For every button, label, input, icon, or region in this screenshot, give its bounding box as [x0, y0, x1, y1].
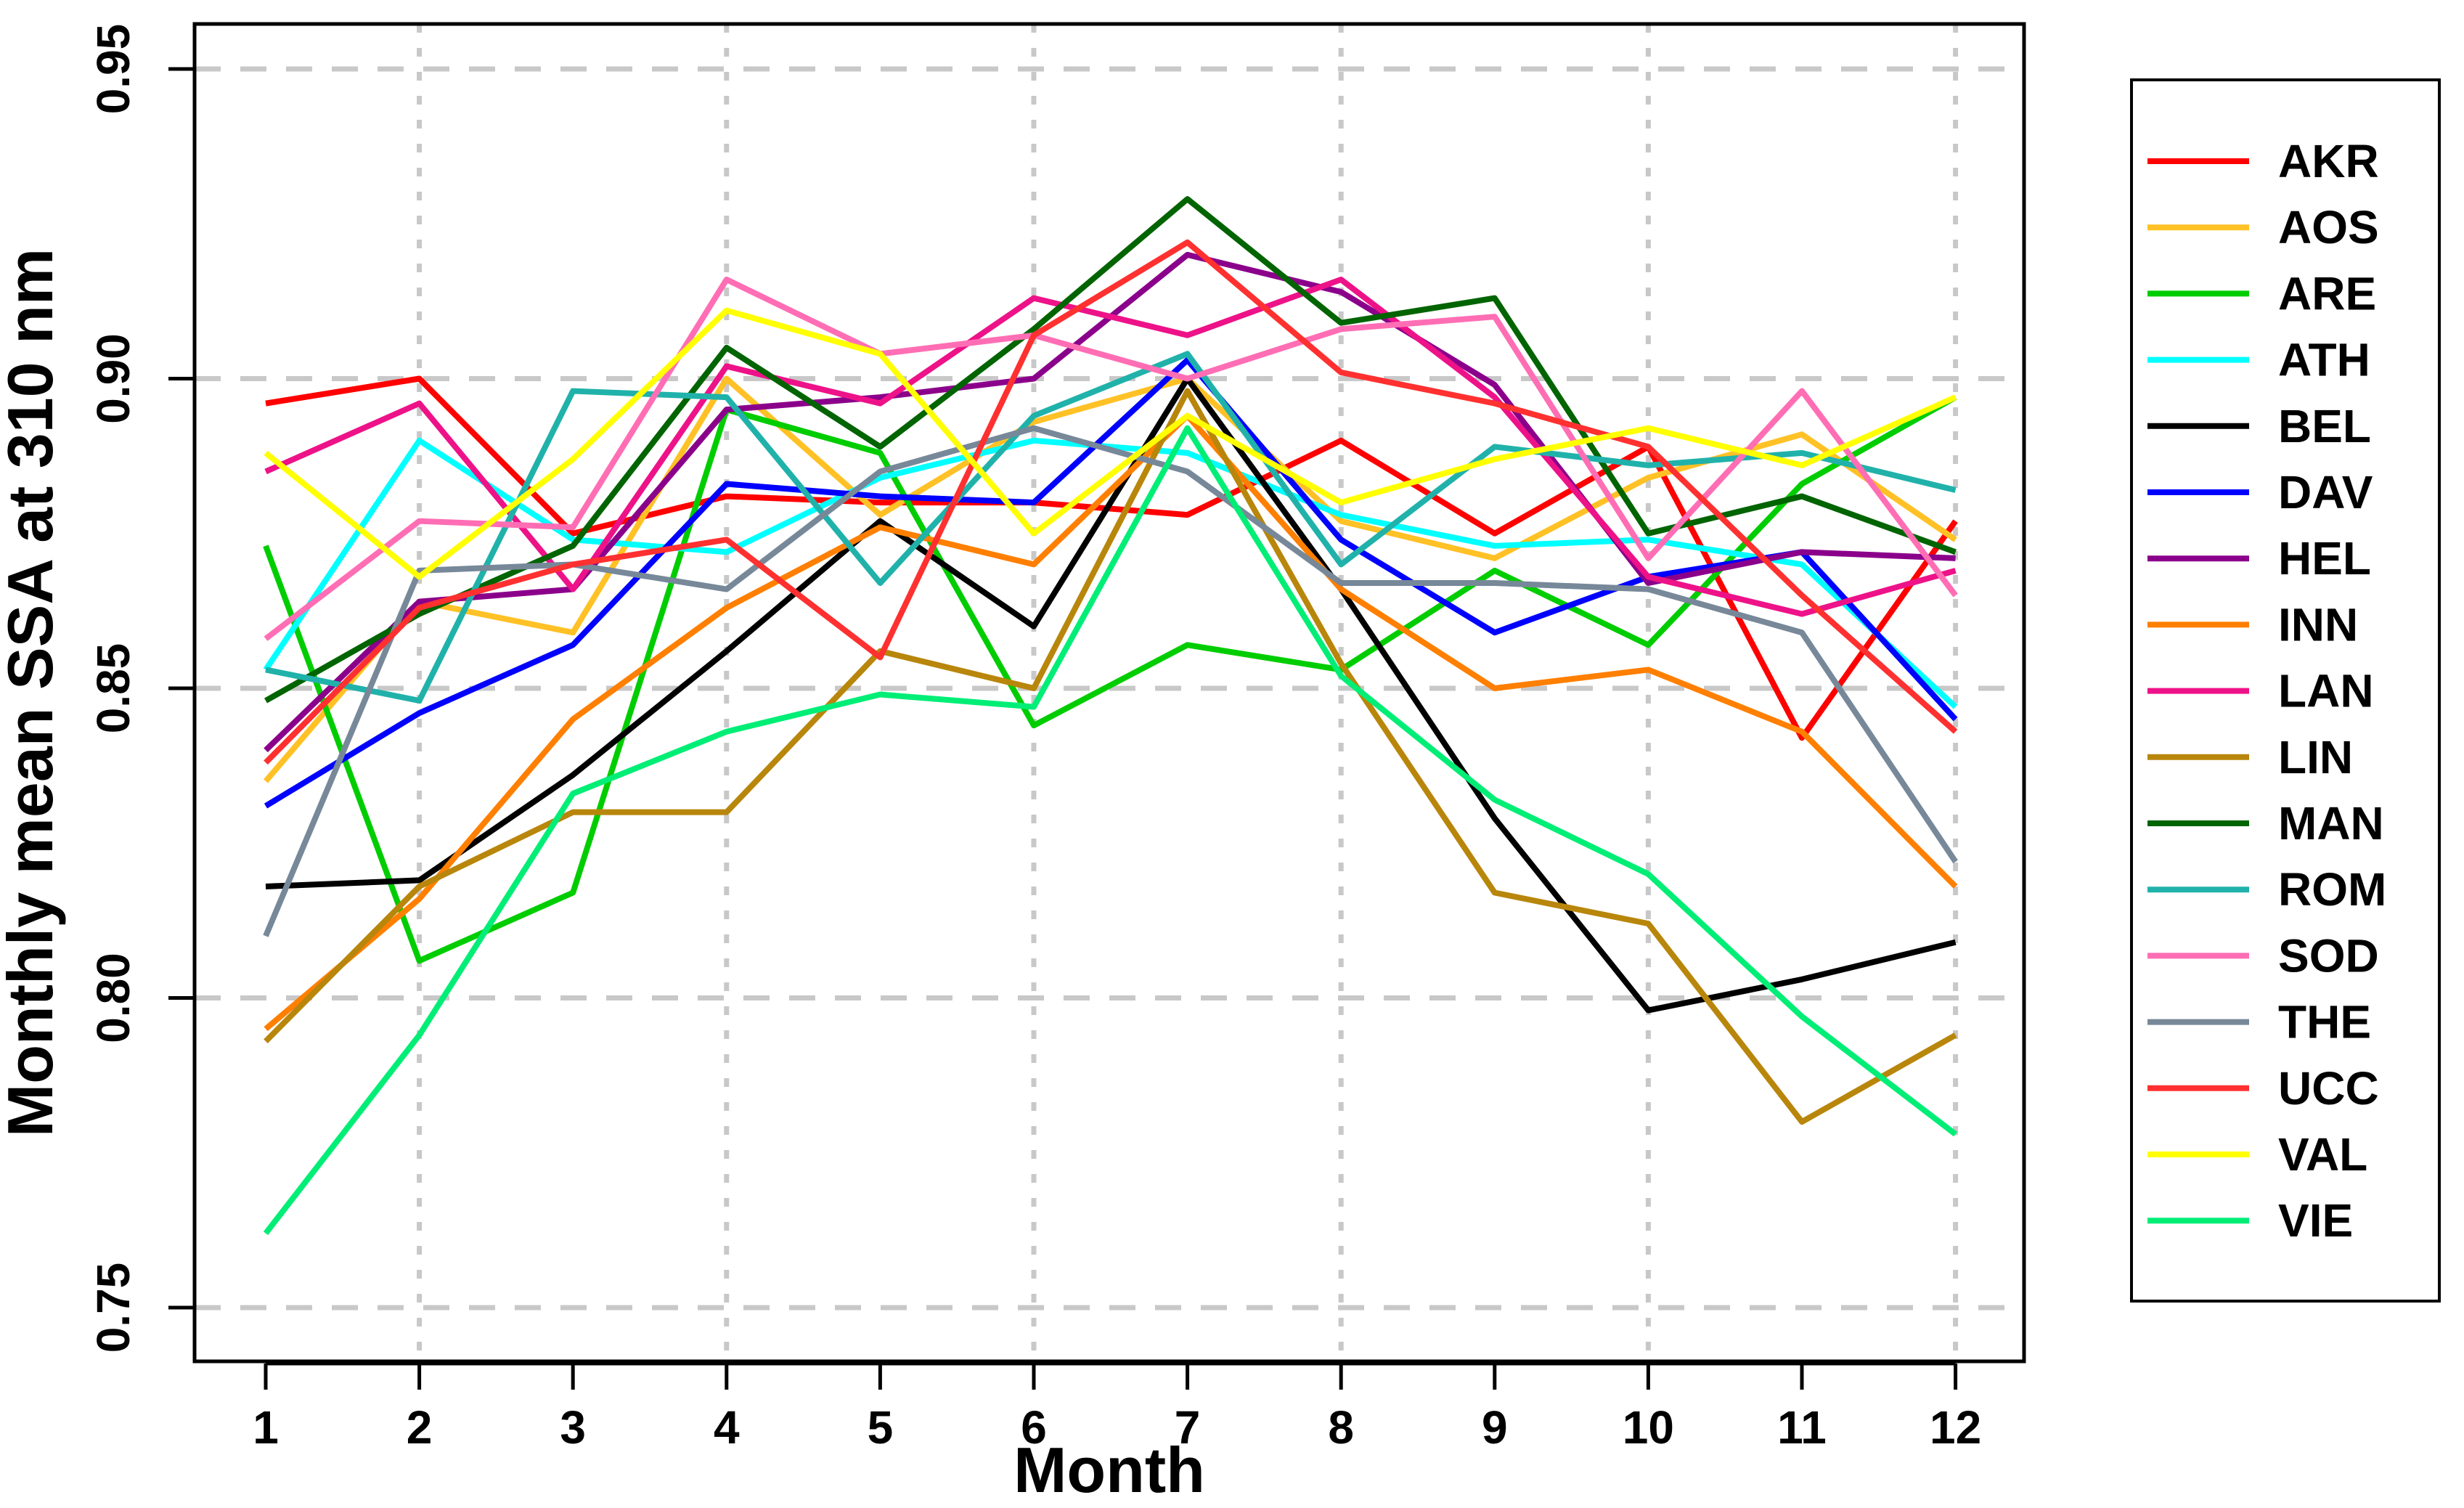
y-axis-title: Monthly mean SSA at 310 nm	[0, 248, 66, 1137]
legend-item-VIE: VIE	[2147, 1194, 2353, 1247]
legend-item-HEL: HEL	[2147, 532, 2371, 584]
x-tick-label-month-5: 5	[868, 1401, 894, 1454]
legend-label-MAN: MAN	[2278, 797, 2384, 849]
legend-item-ATH: ATH	[2147, 334, 2370, 386]
legend-item-ARE: ARE	[2147, 267, 2376, 319]
series-line-LIN	[264, 388, 1957, 1125]
legend-label-HEL: HEL	[2278, 532, 2371, 584]
x-tick-label-month-12: 12	[1930, 1401, 1981, 1454]
legend-label-LAN: LAN	[2278, 665, 2374, 717]
legend-item-LAN: LAN	[2147, 665, 2374, 717]
series-line-SOD	[264, 277, 1958, 641]
legend-item-AKR: AKR	[2147, 135, 2379, 187]
legend-item-ROM: ROM	[2147, 863, 2386, 916]
legend-item-AOS: AOS	[2147, 201, 2379, 253]
legend-label-INN: INN	[2278, 598, 2358, 651]
x-tick-label-month-8: 8	[1328, 1401, 1354, 1454]
legend-label-LIN: LIN	[2278, 731, 2353, 783]
legend-label-AKR: AKR	[2278, 135, 2379, 187]
series-line-VAL	[264, 307, 1957, 580]
gridlines-vertical	[417, 24, 1959, 1361]
series-line-ROM	[265, 351, 1957, 704]
series-line-ATH	[263, 437, 1958, 709]
plot-border	[192, 22, 2026, 1364]
legend-item-SOD: SOD	[2147, 929, 2379, 982]
series-line-AKR	[265, 375, 1958, 741]
legend-label-THE: THE	[2278, 996, 2371, 1048]
legend-label-AOS: AOS	[2278, 201, 2379, 253]
y-tick-label-0.90: 0.90	[87, 333, 139, 424]
legend-label-VAL: VAL	[2278, 1128, 2367, 1181]
x-tick-label-month-11: 11	[1777, 1401, 1827, 1454]
y-tick-label-0.95: 0.95	[87, 24, 139, 115]
x-tick-label-month-10: 10	[1623, 1401, 1674, 1454]
y-tick-label-0.85: 0.85	[87, 643, 139, 734]
x-tick-label-month-4: 4	[714, 1401, 740, 1454]
legend: AKR AOS ARE ATH BEL DAV HEL INN LAN LIN MAN ROM SOD T…	[2130, 78, 2441, 1303]
x-axis-title: Month	[1013, 1434, 1205, 1506]
legend-item-UCC: UCC	[2147, 1062, 2379, 1114]
legend-label-VIE: VIE	[2278, 1194, 2353, 1247]
x-tick-label-month-2: 2	[407, 1401, 433, 1454]
x-tick-label-month-6: 6	[1021, 1401, 1047, 1454]
legend-item-VAL: VAL	[2147, 1128, 2367, 1181]
series-lines	[263, 196, 1958, 1236]
x-tick-label-month-3: 3	[560, 1401, 586, 1454]
legend-label-DAV: DAV	[2278, 466, 2373, 518]
y-tick-label-0.80: 0.80	[87, 953, 139, 1043]
legend-item-DAV: DAV	[2147, 466, 2373, 518]
legend-item-BEL: BEL	[2147, 400, 2371, 452]
x-tick-label-month-1: 1	[253, 1401, 279, 1454]
legend-label-ARE: ARE	[2278, 267, 2376, 319]
legend-label-ROM: ROM	[2278, 863, 2386, 916]
legend-item-THE: THE	[2147, 996, 2371, 1048]
legend-label-UCC: UCC	[2278, 1062, 2379, 1114]
series-line-DAV	[264, 356, 1958, 809]
legend-item-MAN: MAN	[2147, 797, 2384, 849]
x-tick-label-month-7: 7	[1175, 1401, 1201, 1454]
legend-item-INN: INN	[2147, 598, 2358, 651]
series-line-UCC	[264, 239, 1958, 765]
legend-label-BEL: BEL	[2278, 400, 2371, 452]
series-line-THE	[263, 425, 1958, 937]
legend-label-ATH: ATH	[2278, 334, 2370, 386]
y-tick-label-0.75: 0.75	[87, 1263, 139, 1353]
legend-item-LIN: LIN	[2147, 731, 2353, 783]
x-axis: 1 2 3 4 5 6 7 8 9 10 11 12	[253, 1361, 1981, 1454]
series-line-BEL	[265, 375, 1957, 1014]
series-line-VIE	[263, 425, 1958, 1236]
series-line-INN	[264, 412, 1958, 1032]
x-tick-label-month-9: 9	[1482, 1401, 1508, 1454]
legend-label-SOD: SOD	[2278, 929, 2379, 982]
y-axis: 0.75 0.80 0.85 0.90 0.95	[87, 24, 195, 1353]
series-line-ARE	[263, 394, 1957, 964]
